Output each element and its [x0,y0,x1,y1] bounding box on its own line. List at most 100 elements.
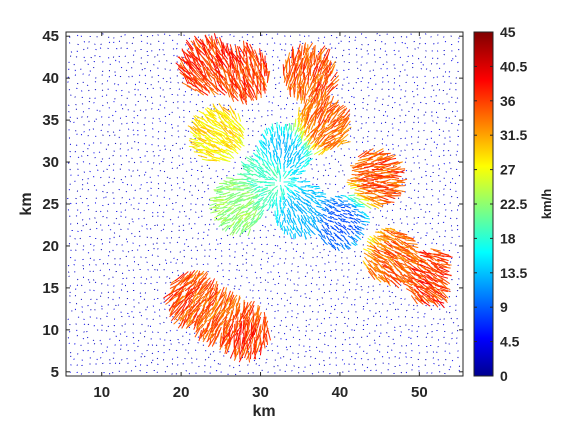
vector-arrow [271,138,274,145]
vector-arrow [294,189,300,194]
vector-arrow [289,211,292,217]
vector-arrow [243,163,250,166]
vector-arrow [211,323,219,333]
vector-arrow [373,274,382,283]
vector-arrow [442,244,444,246]
vector-arrow [361,289,363,291]
vector-arrow [212,74,221,84]
vector-arrow [305,296,307,299]
vector-arrow [259,209,265,216]
vector-arrow [245,67,251,78]
vector-arrow [327,118,336,127]
vector-arrow [332,227,337,232]
vector-arrow [267,160,273,167]
vector-arrow [81,116,83,118]
vector-arrow [80,230,83,232]
vector-arrow [218,195,227,199]
vector-arrow [69,143,72,146]
vector-arrow [182,229,185,232]
vector-arrow [380,152,391,156]
vector-arrow [320,87,326,98]
vector-arrow [407,242,418,245]
vector-arrow [277,365,279,367]
vector-arrow [314,187,321,190]
vector-arrow [175,48,178,50]
vector-arrow [386,61,388,63]
vector-arrow [139,370,141,372]
vector-arrow [267,144,271,150]
vector-arrow [291,138,293,145]
vector-arrow [165,259,167,261]
vector-arrow [285,364,288,366]
vector-arrow [399,351,401,354]
vector-arrow [247,372,250,374]
vector-arrow [273,131,276,137]
vector-arrow [396,231,408,236]
vector-arrow [363,179,374,183]
vector-arrow [436,351,438,354]
vector-arrow [108,157,110,160]
vector-arrow [309,338,311,340]
vector-arrow [222,67,227,78]
vector-arrow [376,245,387,251]
vector-arrow [308,346,311,348]
vector-arrow [323,95,330,106]
vector-arrow [185,370,187,372]
vector-arrow [202,66,211,75]
vector-arrow [109,338,111,340]
vector-arrow [424,96,426,99]
vector-arrow [422,87,425,90]
vector-arrow [450,167,452,170]
vector-arrow [389,252,399,260]
vector-arrow [275,138,278,144]
vector-arrow [242,263,244,265]
vector-arrow [258,167,265,173]
vector-arrow [366,178,378,181]
vector-arrow [210,68,219,78]
vector-arrow [360,115,362,118]
vector-arrow [391,245,402,249]
vector-arrow [196,150,198,152]
vector-arrow [128,76,130,78]
vector-arrow [397,274,406,284]
vector-arrow [169,339,172,342]
vector-arrow [292,200,296,207]
vector-arrow [242,309,250,320]
vector-arrow [192,291,198,301]
vector-arrow [127,251,130,253]
vector-arrow [330,352,332,354]
vector-arrow [176,167,178,169]
vector-arrow [394,295,397,298]
vector-arrow [81,311,83,313]
vector-arrow [68,104,70,107]
vector-arrow [114,142,117,145]
vector-arrow [327,174,330,177]
vector-arrow [355,352,357,355]
vector-arrow [260,258,263,261]
vector-arrow [450,35,452,37]
vector-arrow [325,105,336,113]
vector-arrow [457,350,459,352]
vector-arrow [386,234,397,241]
vector-arrow [299,160,305,165]
vector-arrow [293,227,298,233]
vector-arrow [124,175,127,178]
vector-arrow [197,43,206,52]
vector-arrow [211,304,218,315]
vector-arrow [402,279,413,287]
vector-arrow [201,273,208,283]
vector-arrow [307,221,312,226]
vector-arrow [272,191,277,199]
vector-arrow [359,231,365,236]
vector-arrow [343,213,348,215]
vector-arrow [188,63,197,73]
vector-arrow [68,331,71,333]
vector-arrow [216,320,224,331]
vector-arrow [353,220,358,224]
vector-arrow [393,153,395,156]
vector-arrow [424,253,434,261]
vector-arrow [82,150,85,153]
vector-arrow [243,221,251,227]
vector-arrow [396,276,406,284]
vector-arrow [434,286,443,295]
